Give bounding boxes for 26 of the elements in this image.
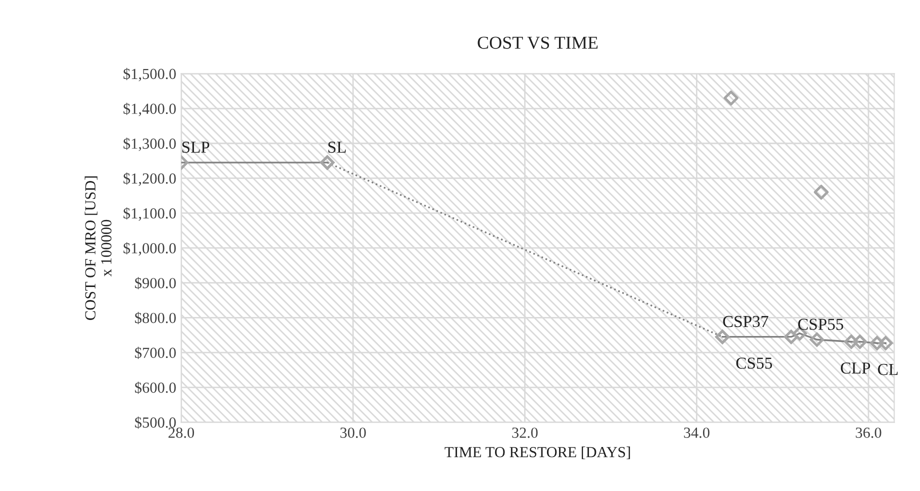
y-tick-label: $1,200.0	[124, 172, 176, 186]
annotation: CSP37	[723, 316, 768, 328]
chart-title: COST VS TIME	[478, 36, 598, 49]
y-tick-label: $900.0	[135, 277, 176, 290]
annotation: CL	[878, 364, 898, 376]
y-tick-label: $1,400.0	[124, 102, 176, 116]
x-tick-label: 36.0	[856, 428, 882, 438]
y-tick-label: $1,100.0	[124, 207, 176, 221]
y-tick-label: $1,000.0	[124, 242, 176, 256]
y-tick-label: $800.0	[135, 312, 176, 324]
annotation: SL	[328, 142, 346, 153]
y-tick-label: $1,300.0	[124, 138, 176, 152]
annotation: SLP	[182, 142, 210, 153]
x-axis-title: TIME TO RESTORE [DAYS]	[444, 446, 630, 460]
y-tick-label: $700.0	[135, 346, 176, 360]
annotation: CSP55	[798, 318, 844, 330]
y-axis-title: COST OF MRO [USD] x 100000	[84, 176, 112, 320]
annotation: CS55	[736, 358, 772, 369]
y-tick-label: $1,500.0	[124, 68, 176, 82]
annotation: CLP	[840, 362, 870, 374]
y-tick-label: $500.0	[135, 416, 176, 429]
x-tick-label: 28.0	[168, 428, 194, 438]
x-tick-label: 30.0	[340, 428, 366, 438]
x-tick-label: 32.0	[512, 428, 538, 438]
y-tick-label: $600.0	[135, 382, 176, 394]
x-tick-label: 34.0	[684, 428, 710, 438]
